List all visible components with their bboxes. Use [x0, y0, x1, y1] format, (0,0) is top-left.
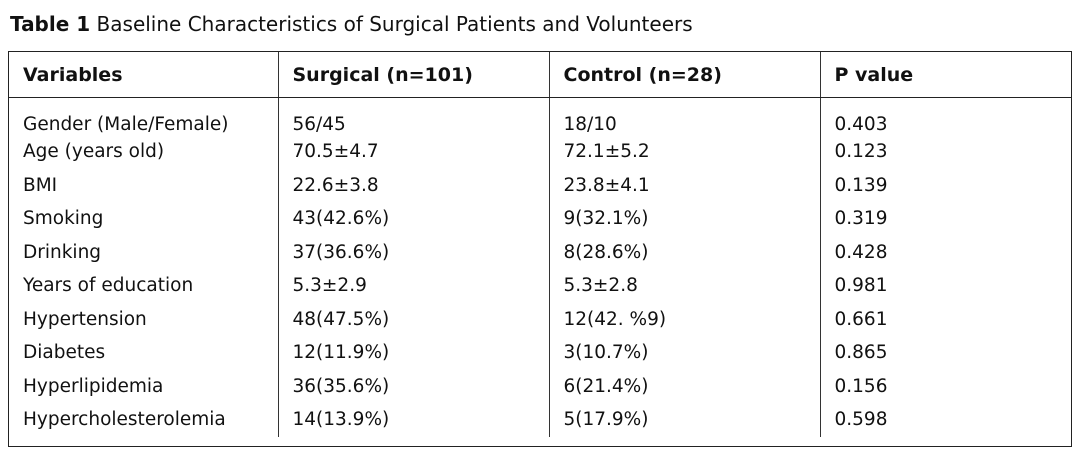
- table-row: Age (years old) 70.5±4.7 72.1±5.2 0.123: [9, 135, 1071, 169]
- table-row: Smoking 43(42.6%) 9(32.1%) 0.319: [9, 202, 1071, 236]
- cell-surgical: 14(13.9%): [277, 403, 549, 437]
- cell-control: 18/10: [548, 97, 820, 135]
- cell-control: 23.8±4.1: [548, 168, 820, 202]
- cell-surgical: 43(42.6%): [277, 202, 549, 236]
- cell-control: 5.3±2.8: [548, 269, 820, 303]
- table-row: Hypercholesterolemia 14(13.9%) 5(17.9%) …: [9, 403, 1071, 437]
- header-p-value: P value: [819, 52, 1071, 98]
- cell-control: 6(21.4%): [548, 369, 820, 403]
- cell-p-value: 0.156: [819, 369, 1071, 403]
- cell-p-value: 0.661: [819, 302, 1071, 336]
- cell-p-value: 0.123: [819, 135, 1071, 169]
- cell-surgical: 56/45: [277, 97, 549, 135]
- cell-variable: Hypercholesterolemia: [23, 409, 226, 431]
- cell-variable: Smoking: [23, 208, 104, 230]
- cell-p-value: 0.319: [819, 202, 1071, 236]
- cell-control: 72.1±5.2: [548, 135, 820, 169]
- table-row: Years of education 5.3±2.9 5.3±2.8 0.981: [9, 269, 1071, 303]
- table-row: Hyperlipidemia 36(35.6%) 6(21.4%) 0.156: [9, 369, 1071, 403]
- cell-control: 9(32.1%): [548, 202, 820, 236]
- cell-surgical: 70.5±4.7: [277, 135, 549, 169]
- table-number: Table 1: [10, 12, 91, 36]
- cell-surgical: 36(35.6%): [277, 369, 549, 403]
- cell-surgical: 48(47.5%): [277, 302, 549, 336]
- header-row: Variables Surgical (n=101) Control (n=28…: [9, 52, 1071, 98]
- cell-control: 5(17.9%): [548, 403, 820, 437]
- data-table: Variables Surgical (n=101) Control (n=28…: [9, 52, 1071, 437]
- cell-p-value: 0.139: [819, 168, 1071, 202]
- cell-variable: Diabetes: [23, 342, 106, 364]
- table-row: Hypertension 48(47.5%) 12(42. %9) 0.661: [9, 302, 1071, 336]
- cell-p-value: 0.428: [819, 235, 1071, 269]
- cell-variable: Gender (Male/Female): [23, 114, 229, 135]
- cell-control: 8(28.6%): [548, 235, 820, 269]
- header-variables: Variables: [9, 52, 278, 98]
- cell-control: 12(42. %9): [548, 302, 820, 336]
- table-row: Drinking 37(36.6%) 8(28.6%) 0.428: [9, 235, 1071, 269]
- cell-p-value: 0.865: [819, 336, 1071, 370]
- header-surgical: Surgical (n=101): [277, 52, 549, 98]
- cell-variable: Years of education: [23, 275, 194, 297]
- header-control: Control (n=28): [548, 52, 820, 98]
- cell-p-value: 0.403: [819, 97, 1071, 135]
- table-row: Gender (Male/Female) 56/45 18/10 0.403: [9, 97, 1071, 135]
- table-row: Diabetes 12(11.9%) 3(10.7%) 0.865: [9, 336, 1071, 370]
- cell-variable: Hypertension: [23, 308, 147, 330]
- table-row: BMI 22.6±3.8 23.8±4.1 0.139: [9, 168, 1071, 202]
- table-caption: Table 1 Baseline Characteristics of Surg…: [10, 10, 693, 38]
- characteristics-table: Variables Surgical (n=101) Control (n=28…: [8, 51, 1072, 447]
- cell-surgical: 5.3±2.9: [277, 269, 549, 303]
- cell-variable: BMI: [23, 174, 58, 196]
- cell-variable: Drinking: [23, 241, 102, 263]
- table-title: Baseline Characteristics of Surgical Pat…: [96, 12, 693, 36]
- cell-p-value: 0.598: [819, 403, 1071, 437]
- cell-variable: Age (years old): [23, 141, 165, 163]
- cell-surgical: 12(11.9%): [277, 336, 549, 370]
- cell-variable: Hyperlipidemia: [23, 375, 164, 397]
- cell-surgical: 37(36.6%): [277, 235, 549, 269]
- cell-surgical: 22.6±3.8: [277, 168, 549, 202]
- cell-control: 3(10.7%): [548, 336, 820, 370]
- cell-p-value: 0.981: [819, 269, 1071, 303]
